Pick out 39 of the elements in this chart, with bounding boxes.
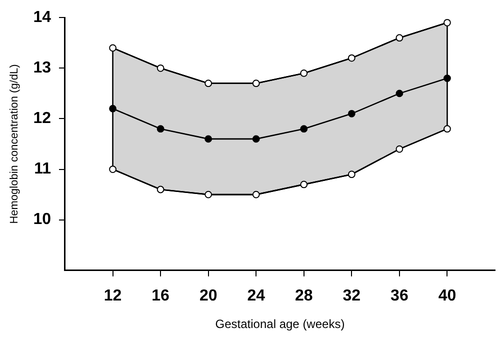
- point: [396, 34, 404, 42]
- point: [300, 70, 308, 77]
- y-tick-label: 13: [33, 60, 52, 77]
- y-tick-label: 14: [33, 9, 52, 26]
- x-axis-title: Gestational age (weeks): [215, 317, 345, 332]
- point: [396, 145, 404, 153]
- point: [109, 166, 116, 173]
- point: [444, 18, 451, 26]
- point: [444, 125, 451, 133]
- point: [204, 80, 212, 88]
- x-tick-label: 32: [342, 287, 361, 304]
- point: [109, 44, 116, 52]
- x-tick-label: 36: [390, 287, 408, 304]
- point: [300, 180, 308, 188]
- point: [252, 135, 260, 143]
- point: [156, 64, 164, 72]
- x-tick-label: 24: [247, 287, 266, 304]
- point: [109, 104, 116, 112]
- x-tick-label: 20: [199, 287, 218, 304]
- x-tick-label: 40: [438, 287, 456, 304]
- point: [252, 80, 260, 88]
- point: [156, 125, 164, 133]
- point: [156, 186, 164, 194]
- x-tick-label: 12: [104, 287, 122, 304]
- point: [204, 135, 212, 143]
- y-tick-label: 11: [34, 160, 52, 178]
- x-tick-label: 28: [294, 287, 313, 304]
- x-tick-label: 16: [152, 287, 170, 304]
- point: [348, 54, 356, 62]
- point: [348, 110, 356, 118]
- y-axis-title: Hemoglobin concentration (g/dL): [8, 64, 21, 224]
- point: [444, 74, 451, 82]
- point: [252, 190, 260, 198]
- point: [204, 190, 212, 198]
- point: [348, 170, 356, 178]
- point: [300, 125, 308, 133]
- y-tick-label: 12: [33, 110, 52, 128]
- y-tick-label: 10: [33, 211, 52, 228]
- point: [396, 90, 404, 98]
